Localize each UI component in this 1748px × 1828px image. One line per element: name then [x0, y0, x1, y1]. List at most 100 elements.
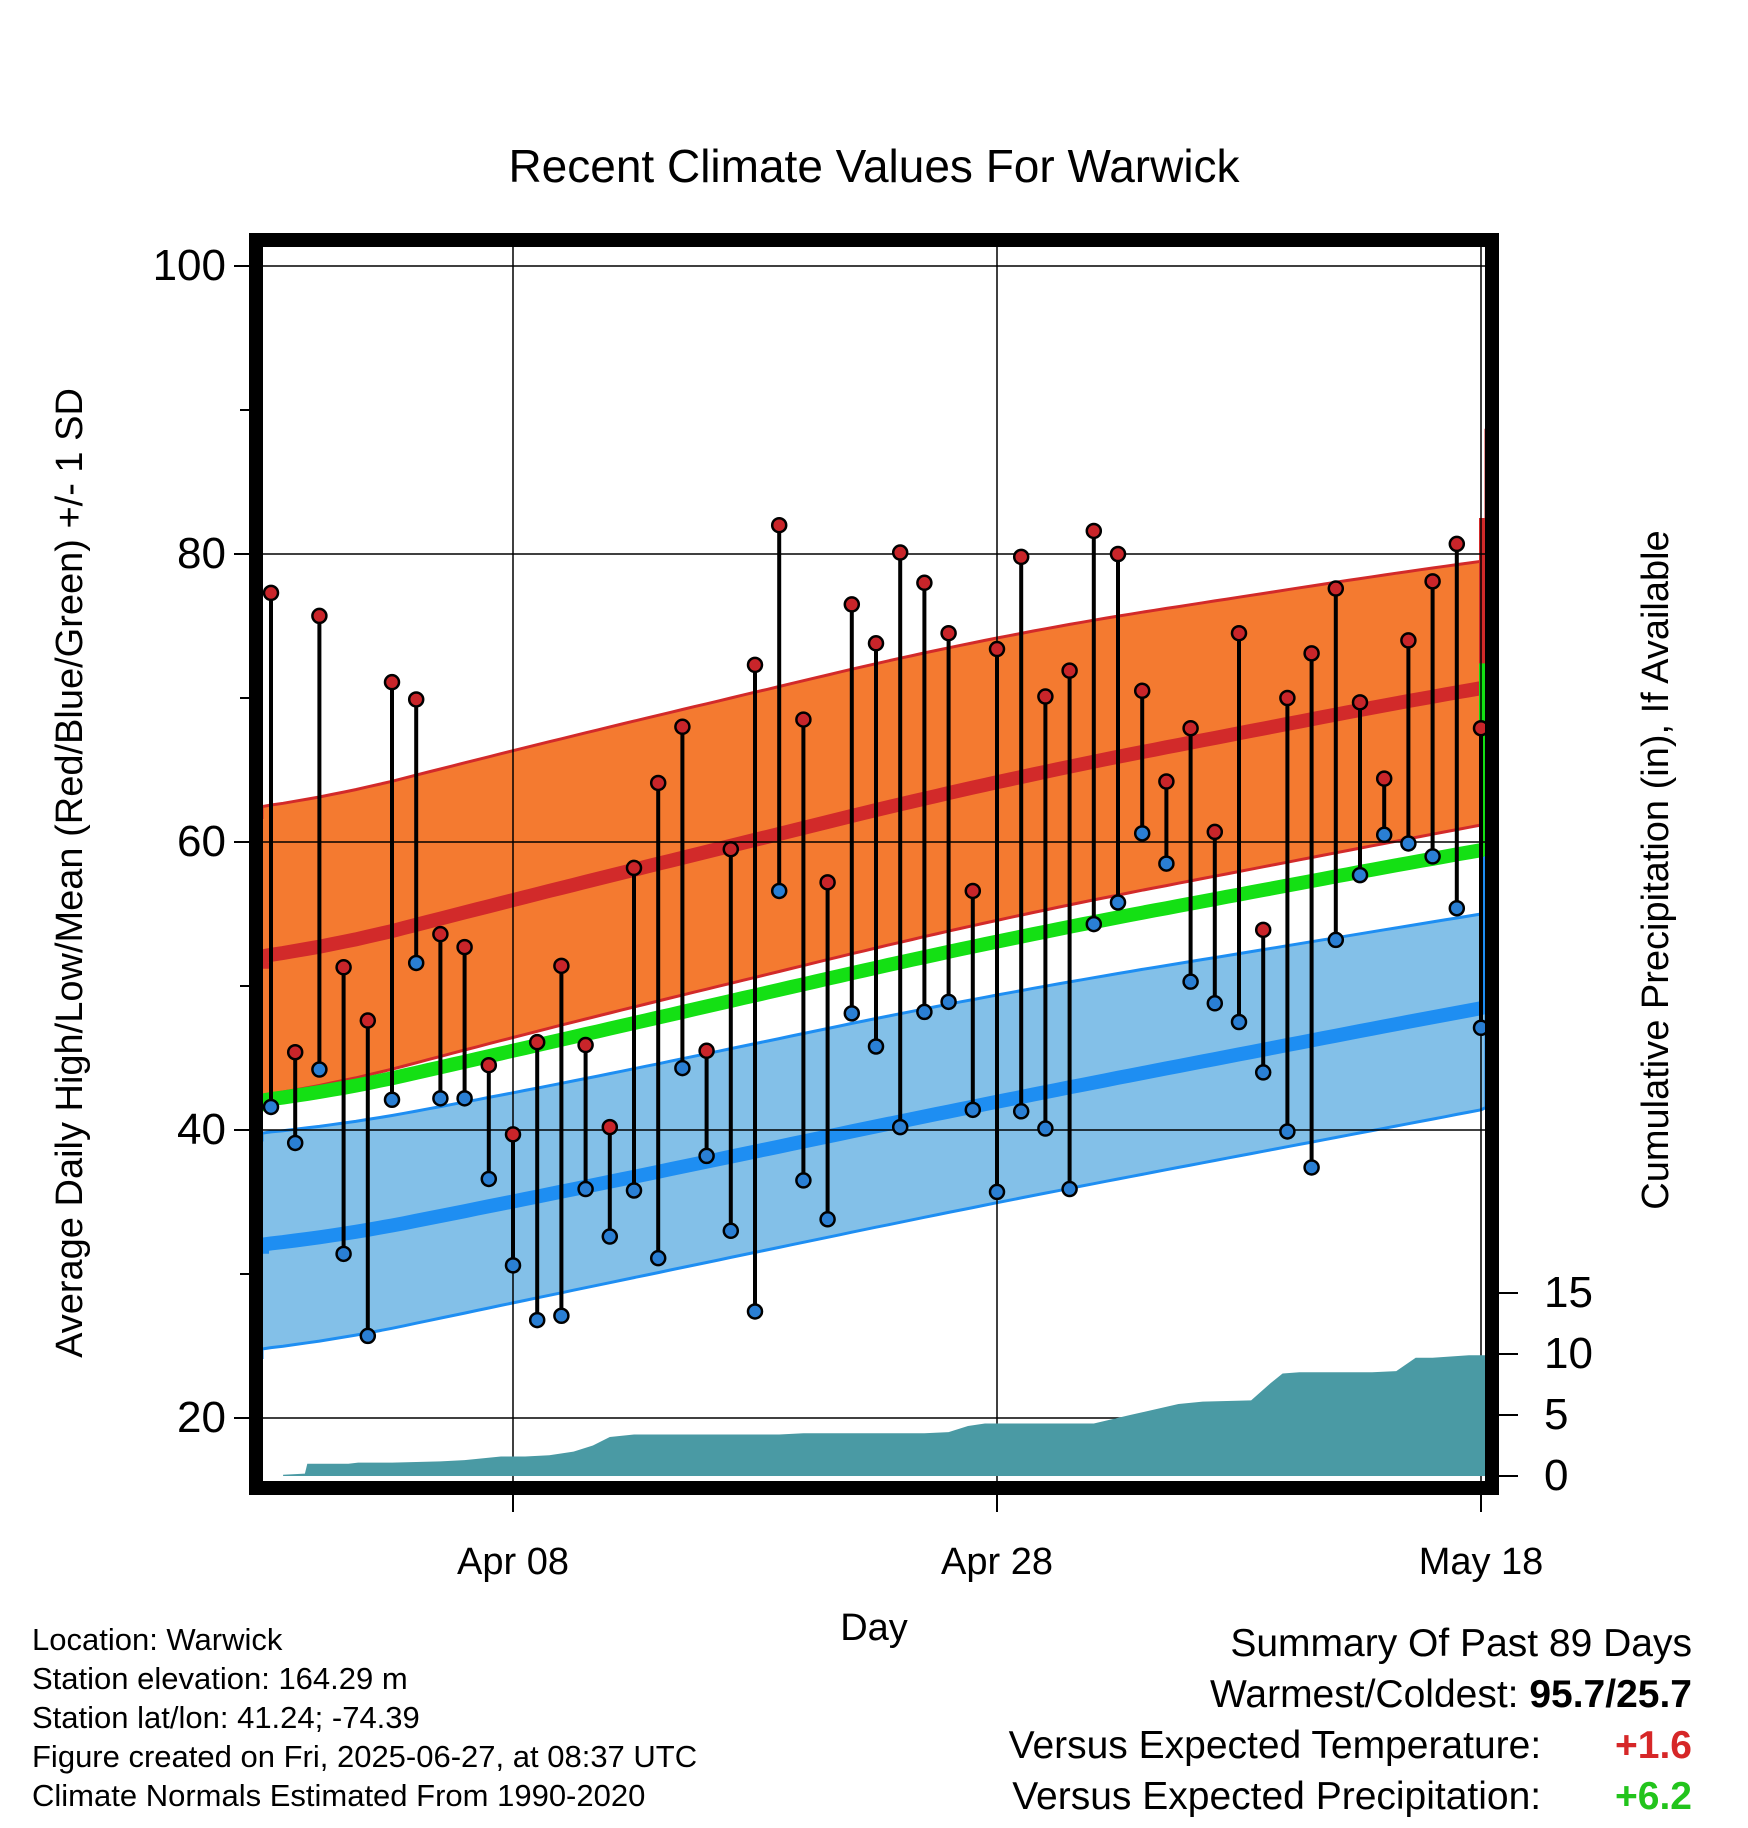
info-normals: Climate Normals Estimated From 1990-2020 — [32, 1778, 646, 1813]
low-point — [649, 1249, 667, 1267]
low-point — [674, 1059, 691, 1077]
low-point — [1400, 835, 1417, 852]
plot-frame — [249, 233, 1499, 1495]
x-tick-label: Apr 08 — [457, 1541, 569, 1583]
high-point — [891, 544, 909, 561]
y2-tick-label: 0 — [1544, 1451, 1568, 1500]
high-point — [1716, 762, 1730, 776]
low-point — [1158, 855, 1175, 872]
high-point — [1303, 645, 1320, 662]
low-point — [528, 1311, 546, 1329]
low-point — [819, 1211, 836, 1228]
low-point — [1547, 1048, 1561, 1062]
low-point — [1327, 931, 1345, 949]
y-tick-label: 40 — [177, 1105, 226, 1154]
high-point — [1595, 862, 1609, 876]
low-point — [601, 1228, 619, 1245]
y-axis-label: Average Daily High/Low/Mean (Red/Blue/Gr… — [49, 388, 91, 1358]
high-point — [528, 1033, 546, 1051]
high-point — [1375, 770, 1393, 787]
high-point — [1522, 769, 1536, 783]
high-point — [625, 859, 643, 877]
low-point — [795, 1172, 812, 1189]
high-point — [722, 840, 740, 858]
low-point — [916, 1003, 933, 1021]
high-point — [916, 574, 933, 592]
low-point — [1448, 899, 1466, 917]
y-tick-label: 20 — [177, 1393, 226, 1442]
info-location: Location: Warwick — [32, 1622, 283, 1657]
high-point — [1133, 682, 1151, 700]
low-upper-edge — [262, 731, 1486, 1142]
temp-value: +1.6 — [1615, 1724, 1692, 1767]
low-point — [1012, 1103, 1030, 1120]
high-point — [1037, 688, 1054, 705]
low-point — [1375, 826, 1393, 844]
high-point — [1571, 992, 1585, 1006]
high-point — [964, 882, 982, 900]
high-point — [601, 1118, 619, 1136]
low-point — [1424, 848, 1441, 865]
high-point — [311, 607, 328, 625]
precip-value: +6.2 — [1615, 1775, 1692, 1818]
low-point — [262, 1098, 280, 1116]
low-point — [722, 1222, 740, 1240]
low-point — [1619, 1015, 1633, 1029]
info-created: Figure created on Fri, 2025-06-27, at 08… — [32, 1739, 698, 1774]
high-point — [1158, 773, 1175, 790]
low-point — [1303, 1159, 1320, 1176]
high-point — [1230, 624, 1248, 642]
low-point — [335, 1245, 352, 1263]
low-mean-line — [262, 808, 1486, 1254]
high-point — [577, 1036, 594, 1054]
low-point — [1716, 953, 1730, 967]
low-point — [1595, 1057, 1609, 1071]
low-point — [1740, 920, 1748, 934]
high-point — [335, 959, 352, 976]
low-point — [359, 1327, 377, 1345]
low-point — [407, 954, 425, 972]
high-point — [1740, 674, 1748, 688]
summary-panel: Summary Of Past 89 Days Warmest/Coldest:… — [1009, 1618, 1692, 1822]
summary-temp-row: Versus Expected Temperature: +1.6 — [1009, 1720, 1692, 1771]
high-point — [1472, 719, 1486, 737]
low-point — [625, 1182, 643, 1199]
low-point — [1133, 825, 1151, 842]
high-point — [1182, 719, 1199, 737]
low-point — [1085, 915, 1103, 933]
low-point — [1279, 1123, 1296, 1140]
info-latlon: Station lat/lon: 41.24; -74.39 — [32, 1700, 420, 1735]
low-point — [867, 1038, 885, 1055]
plot-area: 90Days — [262, 246, 1748, 1482]
low-point — [480, 1170, 498, 1188]
low-point — [891, 1118, 909, 1136]
high-point — [1547, 931, 1561, 945]
plot-content: 90Days — [262, 246, 1748, 1482]
low-point — [456, 1090, 473, 1107]
station-info: Location: Warwick Station elevation: 164… — [32, 1620, 697, 1815]
low-point — [746, 1303, 764, 1320]
y2-axis-label: Cumulative Precipitation (in), If Availa… — [1635, 530, 1677, 1209]
low-point — [286, 1134, 304, 1152]
y-tick-label: 80 — [177, 529, 226, 578]
summary-precip-row: Versus Expected Precipitation: +6.2 — [1009, 1771, 1692, 1822]
low-point — [1571, 1058, 1585, 1072]
warmest-value: 95.7/25.7 — [1529, 1673, 1692, 1716]
low-point — [1351, 866, 1369, 884]
low-point — [1061, 1180, 1078, 1198]
high-point — [867, 635, 885, 652]
low-point — [698, 1147, 715, 1165]
low-point — [1472, 1019, 1486, 1037]
summary-heading: Summary Of Past 89 Days — [1230, 1622, 1692, 1665]
high-point — [1012, 548, 1030, 566]
high-point — [407, 691, 425, 708]
high-point — [1424, 573, 1441, 590]
high-point — [988, 640, 1006, 658]
low-point — [504, 1257, 522, 1274]
precip-label: Versus Expected Precipitation: — [1012, 1775, 1542, 1818]
x-axis-label: Day — [840, 1607, 908, 1649]
y2-tick-label: 5 — [1544, 1390, 1568, 1439]
high-point — [262, 584, 280, 602]
